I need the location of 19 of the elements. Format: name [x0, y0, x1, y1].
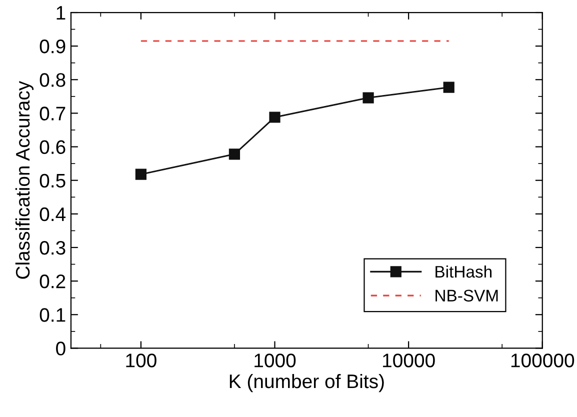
legend-label: BitHash — [436, 265, 492, 278]
y-tick-label: 1 — [56, 6, 66, 20]
y-tick-label: 0.1 — [40, 308, 66, 322]
x-tick-label: 100000 — [511, 354, 574, 368]
y-tick-label: 0.8 — [40, 73, 66, 87]
x-axis-title: K (number of Bits) — [230, 374, 384, 392]
x-tick-label: 100 — [126, 354, 156, 368]
y-tick-label: 0.2 — [40, 274, 66, 288]
y-tick-label: 0 — [56, 342, 66, 356]
y-tick-label: 0.3 — [40, 240, 66, 255]
y-tick-label: 0.4 — [40, 207, 66, 222]
legend-label: NB-SVM — [436, 290, 498, 302]
y-tick-label: 0.6 — [40, 140, 66, 154]
y-axis-title: Classification Accuracy — [15, 80, 34, 279]
x-tick-label: 10000 — [383, 354, 435, 368]
y-tick-label: 0.9 — [40, 40, 66, 54]
y-tick-label: 0.7 — [40, 106, 66, 120]
x-tick-label: 1000 — [254, 354, 296, 368]
y-tick-label: 0.5 — [40, 174, 66, 188]
